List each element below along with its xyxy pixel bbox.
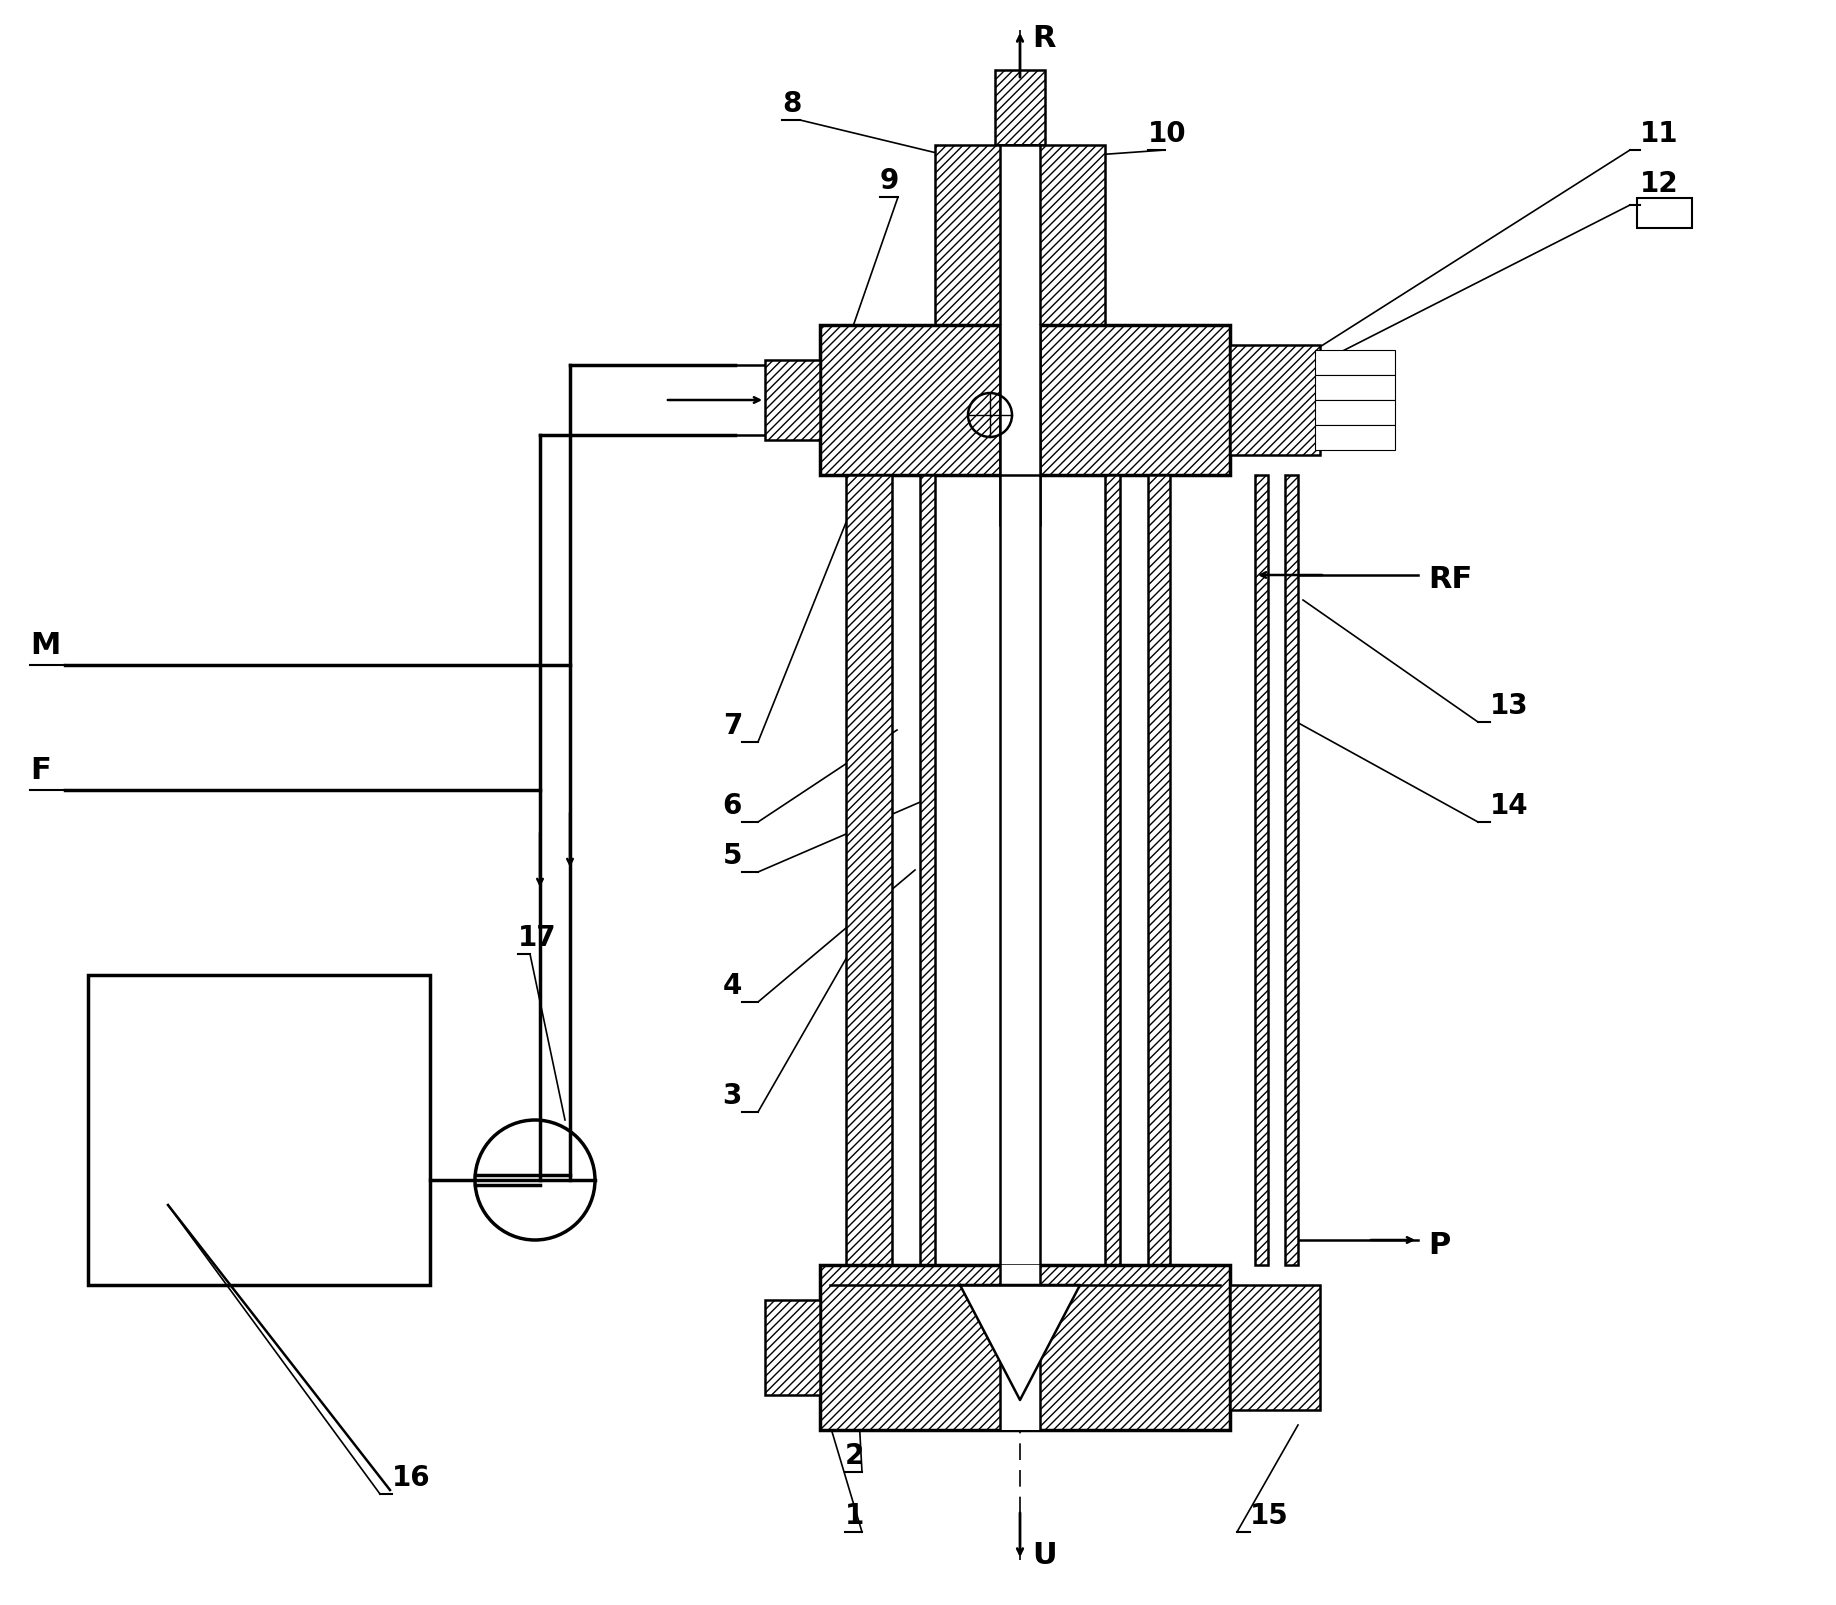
Bar	[1269, 475, 1285, 1265]
Text: 13: 13	[1491, 692, 1529, 721]
Bar	[935, 144, 1105, 324]
Text: 9: 9	[879, 167, 900, 194]
Text: 6: 6	[723, 791, 742, 820]
Bar	[1315, 376, 1395, 400]
Bar	[1256, 475, 1269, 1265]
Bar	[1315, 400, 1395, 425]
Polygon shape	[960, 1286, 1080, 1400]
Text: 15: 15	[1250, 1502, 1289, 1530]
Text: 8: 8	[782, 90, 800, 119]
Bar	[1638, 197, 1693, 228]
Bar	[766, 1300, 821, 1395]
Text: 14: 14	[1491, 791, 1529, 820]
Text: 5: 5	[723, 843, 742, 870]
Bar	[1148, 475, 1170, 1265]
Bar	[1230, 1286, 1320, 1411]
Bar	[821, 324, 1230, 475]
Text: 4: 4	[723, 973, 742, 1000]
Text: 2: 2	[845, 1441, 865, 1470]
Bar	[1001, 1265, 1039, 1430]
Text: 7: 7	[723, 713, 742, 740]
Text: 17: 17	[518, 924, 556, 952]
Bar	[1105, 475, 1120, 1265]
Bar	[821, 1265, 1230, 1430]
Bar	[1001, 144, 1039, 525]
Text: U: U	[1032, 1541, 1058, 1570]
Text: 3: 3	[723, 1082, 742, 1111]
Text: 1: 1	[845, 1502, 865, 1530]
Text: 10: 10	[1148, 120, 1186, 148]
Text: R: R	[1032, 24, 1056, 53]
Bar	[1315, 425, 1395, 449]
Bar	[1315, 350, 1395, 376]
Bar	[920, 475, 935, 1265]
Bar	[1285, 475, 1298, 1265]
Bar	[846, 475, 892, 1265]
Bar	[995, 71, 1045, 144]
Text: 12: 12	[1640, 170, 1678, 197]
Bar	[88, 974, 430, 1286]
Text: 16: 16	[393, 1464, 431, 1493]
Bar	[1001, 324, 1039, 475]
Bar	[1230, 345, 1320, 454]
Text: M: M	[29, 631, 61, 660]
Text: RF: RF	[1428, 565, 1472, 594]
Text: F: F	[29, 756, 51, 785]
Text: P: P	[1428, 1231, 1450, 1260]
Bar	[1001, 475, 1039, 1265]
Bar	[766, 360, 821, 440]
Text: 11: 11	[1640, 120, 1678, 148]
